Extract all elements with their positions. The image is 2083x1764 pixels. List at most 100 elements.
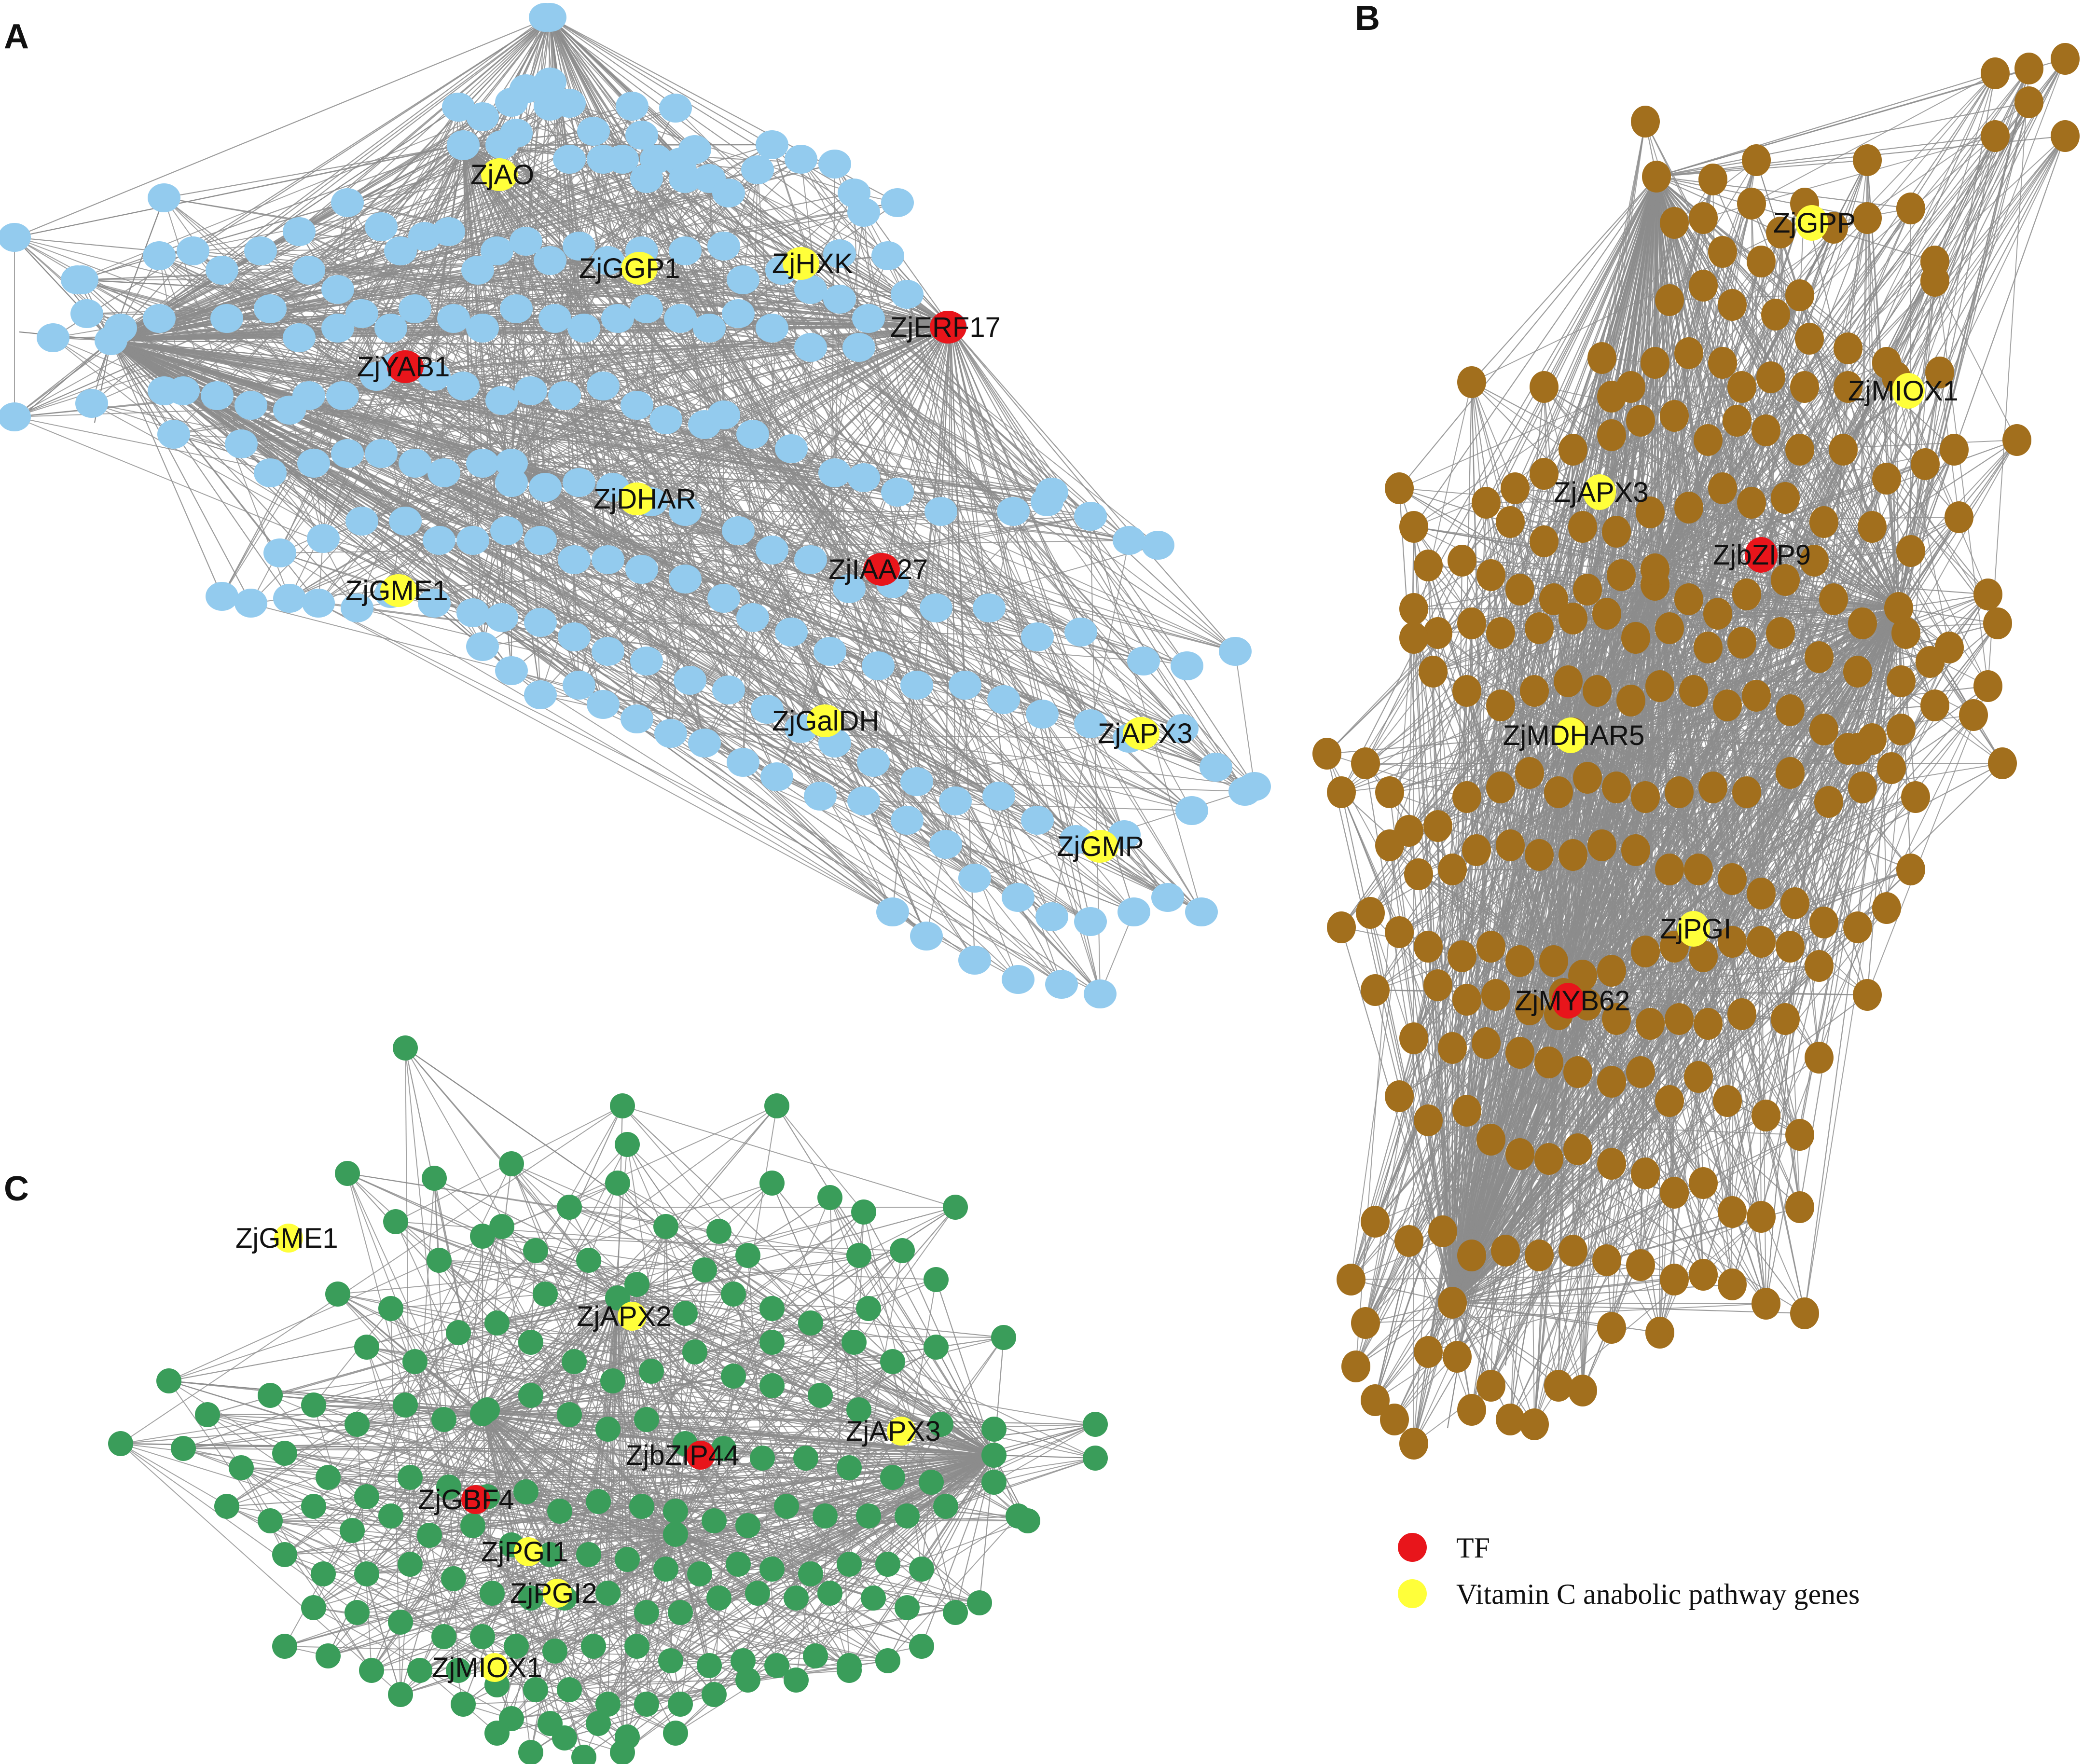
network-edge — [786, 1506, 797, 1599]
network-node — [919, 1470, 944, 1495]
vitamin-c-gene-node — [481, 158, 518, 191]
network-node — [1916, 646, 1945, 678]
network-edge — [907, 1455, 994, 1608]
network-node — [500, 294, 533, 323]
network-edge — [1896, 377, 1950, 648]
network-edge — [501, 516, 1091, 618]
gene-label: ZjERF17 — [890, 312, 1001, 343]
network-edge — [482, 1250, 903, 1415]
network-node — [595, 1581, 621, 1606]
network-edge — [1428, 1101, 1670, 1352]
network-node — [630, 647, 663, 675]
network-node — [1486, 689, 1515, 721]
network-edge — [400, 250, 705, 425]
network-edge — [226, 1506, 647, 1705]
network-edge — [1370, 912, 1704, 1275]
network-edge — [226, 1105, 777, 1507]
network-node — [1689, 202, 1718, 234]
network-edge — [337, 17, 551, 290]
network-edge — [641, 1294, 734, 1507]
network-node — [292, 256, 325, 285]
network-edge — [226, 318, 502, 618]
network-edge — [530, 1651, 555, 1753]
network-node — [301, 1595, 326, 1620]
network-edge — [926, 511, 1014, 937]
network-node — [1312, 738, 1341, 770]
network-edge — [299, 231, 1187, 666]
network-edge — [458, 107, 1076, 840]
network-edge — [482, 1226, 666, 1414]
network-node — [1501, 472, 1530, 504]
network-node — [263, 538, 296, 567]
network-edge — [168, 1380, 285, 1454]
network-edge — [525, 241, 1019, 980]
network-edge — [429, 1535, 850, 1666]
legend-vitamin-c-label: Vitamin C anabolic pathway genes — [1456, 1578, 1860, 1610]
network-edge — [337, 1255, 748, 1295]
network-edge — [1611, 440, 1709, 971]
network-node — [1920, 265, 1949, 297]
network-node — [75, 389, 108, 418]
network-edge — [1544, 386, 1824, 730]
network-edge — [164, 390, 821, 797]
network-node — [1399, 1428, 1428, 1460]
network-edge — [714, 1376, 734, 1695]
network-edge — [540, 294, 908, 695]
network-edge — [1490, 420, 1738, 1386]
network-node — [490, 516, 523, 545]
network-edge — [1582, 377, 1771, 976]
network-node — [1375, 829, 1404, 861]
network-node — [1981, 120, 2010, 152]
network-edge — [810, 347, 1052, 493]
network-edge — [1741, 386, 1844, 450]
network-node — [1399, 622, 1428, 654]
network-node — [1452, 984, 1481, 1016]
network-node — [567, 314, 600, 343]
network-node — [775, 618, 808, 647]
network-node — [514, 376, 547, 405]
network-edge — [414, 1163, 512, 1362]
network-node — [1452, 1095, 1481, 1127]
network-node — [658, 1648, 683, 1673]
network-edge — [1365, 763, 1530, 773]
gene-label: ZjMDHAR5 — [1503, 720, 1644, 751]
network-node — [427, 1248, 452, 1273]
network-edge — [1819, 633, 1906, 658]
network-node — [1698, 164, 1727, 195]
network-edge — [685, 579, 937, 608]
network-node — [847, 463, 880, 492]
gene-label: ZjDHAR — [593, 483, 696, 515]
network-node — [1872, 463, 1901, 495]
network-node — [2002, 424, 2031, 456]
network-node — [422, 1166, 447, 1191]
network-node — [847, 786, 880, 815]
network-node — [1959, 699, 1988, 731]
network-node — [895, 1595, 920, 1620]
network-node — [1896, 535, 1925, 567]
network-node — [1887, 665, 1916, 697]
network-edge — [525, 88, 541, 541]
network-edge — [193, 250, 1091, 922]
network-node — [1520, 1408, 1549, 1440]
network-edge — [453, 318, 1101, 994]
network-node — [629, 1494, 654, 1519]
network-node — [1568, 511, 1597, 543]
network-node — [456, 526, 489, 555]
network-node — [354, 1335, 379, 1360]
network-node — [856, 1296, 881, 1321]
network-edge — [217, 202, 898, 396]
network-node — [1800, 545, 1829, 577]
network-edge — [410, 1297, 618, 1565]
network-edge — [313, 1405, 941, 1425]
network-edge — [603, 704, 1255, 787]
network-edge — [868, 1308, 994, 1456]
network-node — [1727, 627, 1756, 659]
network-edge — [250, 405, 358, 608]
network-edge — [622, 1105, 994, 1456]
tf-gene-node — [387, 350, 424, 383]
network-edge — [1365, 522, 1511, 1323]
network-edge — [1399, 662, 1931, 933]
network-node — [727, 748, 759, 777]
network-node — [524, 680, 557, 709]
network-node — [534, 68, 566, 96]
